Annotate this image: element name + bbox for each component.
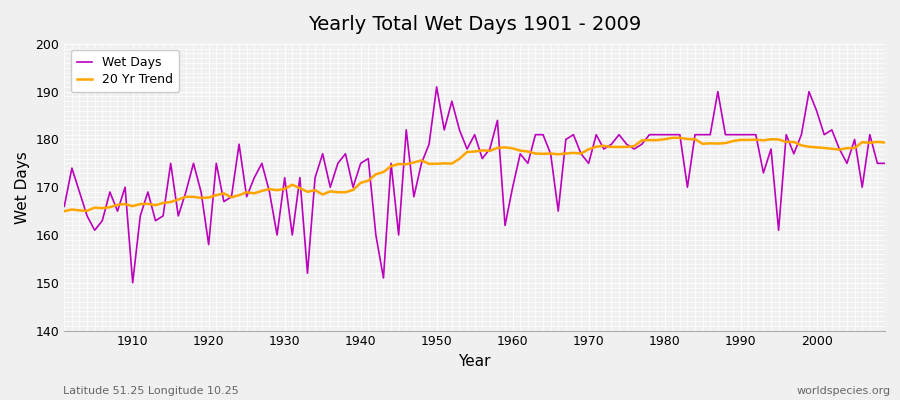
Wet Days — [431, 84, 442, 89]
Wet Days — [879, 161, 890, 166]
20 Yr Trend — [332, 190, 343, 195]
20 Yr Trend — [120, 202, 130, 206]
Title: Yearly Total Wet Days 1901 - 2009: Yearly Total Wet Days 1901 - 2009 — [308, 15, 642, 34]
20 Yr Trend — [667, 136, 678, 140]
Text: Latitude 51.25 Longitude 10.25: Latitude 51.25 Longitude 10.25 — [63, 386, 238, 396]
20 Yr Trend — [58, 209, 69, 214]
Wet Days — [515, 151, 526, 156]
20 Yr Trend — [500, 145, 510, 150]
Wet Days — [127, 280, 138, 285]
20 Yr Trend — [287, 182, 298, 187]
X-axis label: Year: Year — [458, 354, 491, 369]
Legend: Wet Days, 20 Yr Trend: Wet Days, 20 Yr Trend — [70, 50, 179, 92]
Line: Wet Days: Wet Days — [64, 87, 885, 283]
Wet Days — [58, 204, 69, 209]
Wet Days — [614, 132, 625, 137]
Wet Days — [294, 175, 305, 180]
20 Yr Trend — [598, 144, 609, 148]
20 Yr Trend — [879, 140, 890, 145]
Y-axis label: Wet Days: Wet Days — [15, 151, 30, 224]
Wet Days — [120, 185, 130, 190]
Text: worldspecies.org: worldspecies.org — [796, 386, 891, 396]
Wet Days — [522, 161, 533, 166]
20 Yr Trend — [508, 146, 518, 151]
Line: 20 Yr Trend: 20 Yr Trend — [64, 138, 885, 211]
Wet Days — [340, 151, 351, 156]
